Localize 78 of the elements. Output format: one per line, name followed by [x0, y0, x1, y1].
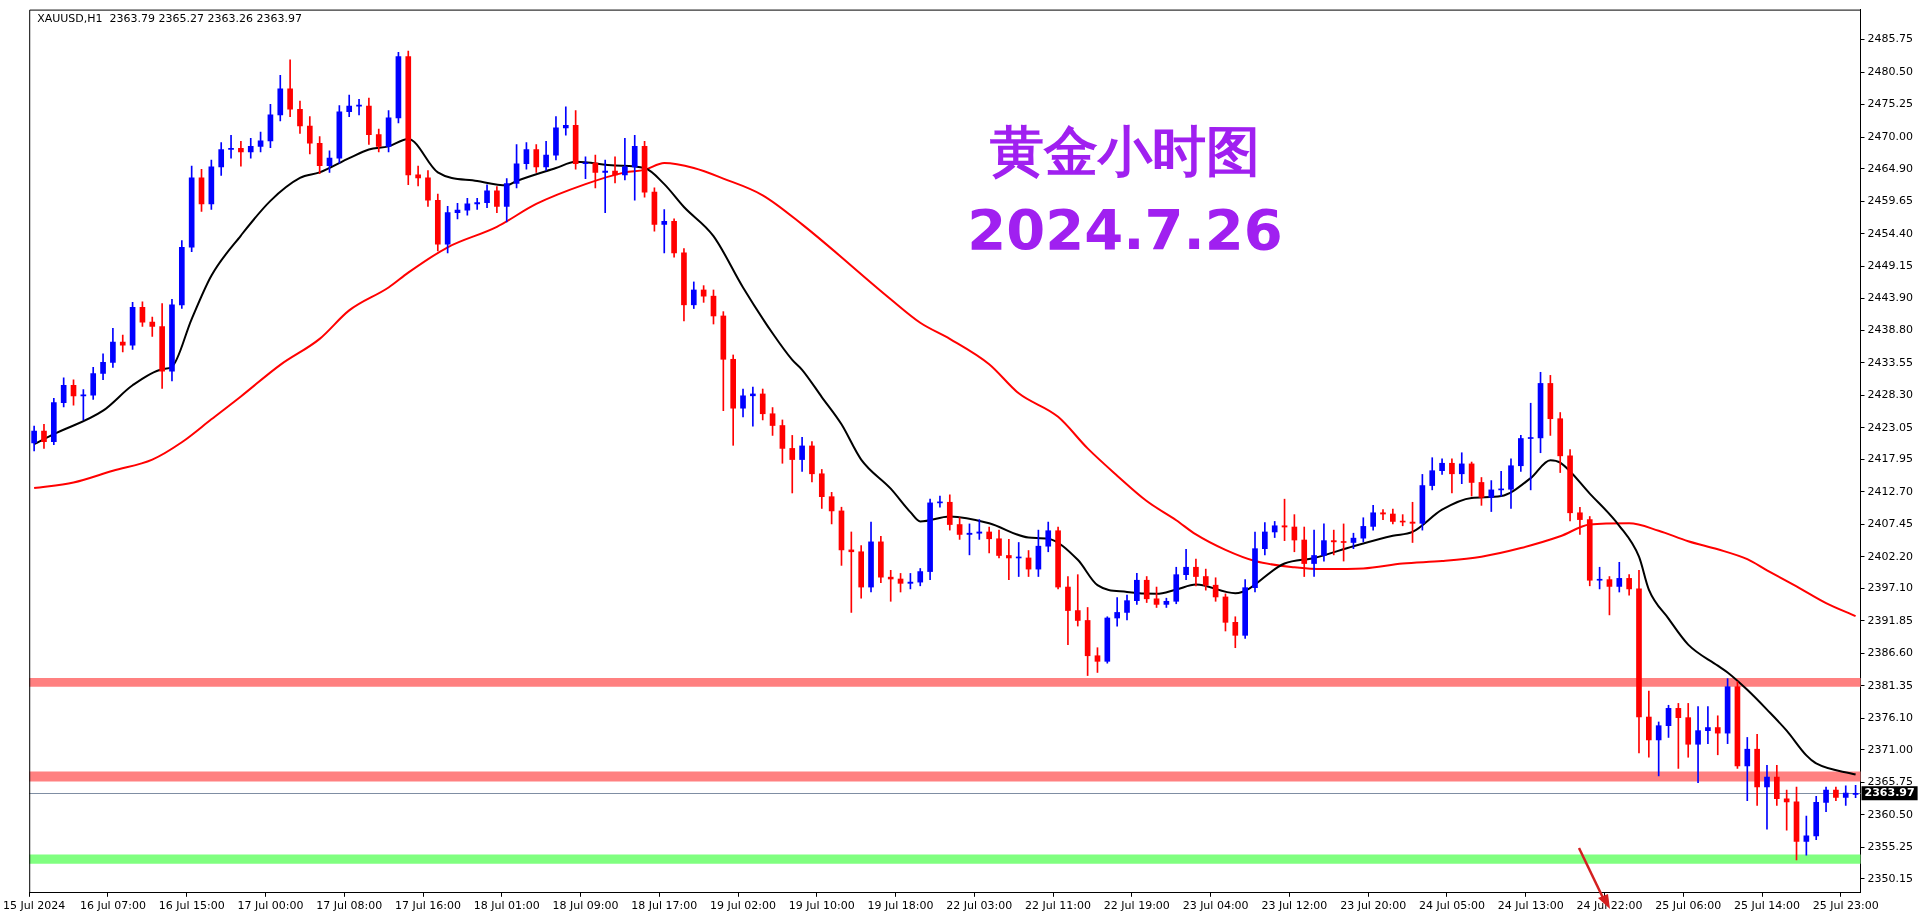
text: 2024.7.26: [966, 196, 1284, 264]
x-tick-label: 19 Jul 18:00: [867, 899, 934, 913]
y-tick-label: 2449.15: [1867, 259, 1914, 272]
candlestick: [1114, 597, 1120, 627]
x-tick-label: 16 Jul 07:00: [79, 899, 146, 913]
y-tick-label: 2428.30: [1867, 388, 1914, 402]
x-tick-label: 18 Jul 17:00: [631, 899, 698, 913]
x-tick-label: 19 Jul 02:00: [710, 899, 777, 913]
y-tick-label: 2397.10: [1867, 581, 1914, 595]
y-tick-label: 2480.50: [1867, 64, 1914, 78]
candlestick: [238, 141, 244, 167]
candlestick: [1183, 548, 1189, 580]
x-tick-label: 22 Jul 19:00: [1103, 899, 1170, 913]
x-tick-label: 23 Jul 20:00: [1340, 899, 1407, 913]
x-tick-label: 22 Jul 11:00: [1025, 899, 1092, 913]
y-tick-label: 2464.90: [1867, 161, 1914, 175]
y-tick-label: 2438.80: [1867, 323, 1914, 337]
x-tick-label: 16 Jul 15:00: [158, 899, 225, 913]
y-tick-label: 2407.45: [1867, 517, 1914, 531]
candlestick: [1330, 529, 1337, 556]
y-tick-label: 2355.25: [1867, 840, 1914, 854]
x-tick-label: 24 Jul 13:00: [1497, 899, 1564, 913]
y-tick-label: 2381.35: [1867, 678, 1914, 692]
text: 黄金小时图: [989, 118, 1261, 184]
candlestick: [1380, 509, 1386, 520]
x-tick-label: 25 Jul 23:00: [1812, 899, 1879, 913]
candlestick: [562, 106, 569, 136]
y-tick-label: 2459.65: [1867, 194, 1914, 208]
x-tick-label: 17 Jul 08:00: [316, 899, 383, 913]
y-tick-label: 2412.70: [1867, 484, 1914, 498]
x-tick-label: 25 Jul 14:00: [1733, 899, 1800, 913]
candlestick: [228, 134, 234, 159]
candlestick: [1006, 539, 1012, 580]
y-tick-label: 2376.10: [1867, 711, 1914, 725]
candlestick: [602, 159, 609, 213]
candlestick: [1311, 529, 1317, 577]
y-tick-label: 2443.90: [1867, 291, 1914, 305]
y-tick-label: 2433.55: [1867, 355, 1914, 369]
y-tick-label: 2360.50: [1867, 807, 1914, 821]
candlestick: [622, 138, 628, 181]
x-tick-label: 22 Jul 03:00: [946, 899, 1013, 913]
y-tick-label: 2470.00: [1867, 129, 1914, 143]
y-tick-label: 2454.40: [1867, 226, 1914, 240]
x-tick-label: 17 Jul 16:00: [394, 899, 461, 913]
x-tick-label: 25 Jul 06:00: [1655, 899, 1722, 913]
x-tick-label: 17 Jul 00:00: [237, 899, 304, 913]
x-tick-label: 23 Jul 12:00: [1261, 899, 1328, 913]
annotation: XAUUSD,H1 2363.79 2365.27 2363.26 2363.97: [37, 11, 303, 25]
y-tick-label: 2402.20: [1867, 549, 1914, 563]
candlestick: [1842, 785, 1849, 806]
x-tick-label: 19 Jul 10:00: [788, 899, 855, 913]
candlestick: [976, 519, 983, 540]
y-tick-label: 2485.75: [1867, 32, 1914, 46]
candlestick: [474, 198, 481, 210]
x-tick-label: 23 Jul 04:00: [1182, 899, 1249, 913]
candlestick: [1695, 706, 1701, 783]
x-tick-label: 18 Jul 09:00: [552, 899, 619, 913]
ref-line-label: 2363.97: [1864, 786, 1915, 800]
y-tick-label: 2386.60: [1867, 646, 1914, 660]
y-tick-label: 2417.95: [1867, 452, 1914, 466]
y-tick-label: 2475.25: [1867, 97, 1914, 111]
y-tick-label: 2371.00: [1867, 742, 1914, 756]
candlestick: [1764, 764, 1770, 830]
y-tick-label: 2350.15: [1867, 871, 1914, 885]
candlestick: [1488, 480, 1495, 512]
candlestick: [1705, 706, 1711, 744]
candlestick: [149, 316, 156, 337]
candlestick: [1714, 715, 1721, 756]
x-tick-label: 15 Jul 2024: [3, 899, 66, 913]
x-tick-label: 24 Jul 05:00: [1418, 899, 1485, 913]
candlestick: [1074, 574, 1081, 627]
candlestick: [661, 209, 668, 254]
y-tick-label: 2365.75: [1867, 775, 1914, 789]
candlestick: [789, 435, 796, 494]
x-tick-label: 18 Jul 01:00: [473, 899, 540, 913]
y-tick-label: 2423.05: [1867, 420, 1914, 434]
candlestick: [1527, 402, 1534, 491]
y-tick-label: 2391.85: [1867, 613, 1914, 627]
